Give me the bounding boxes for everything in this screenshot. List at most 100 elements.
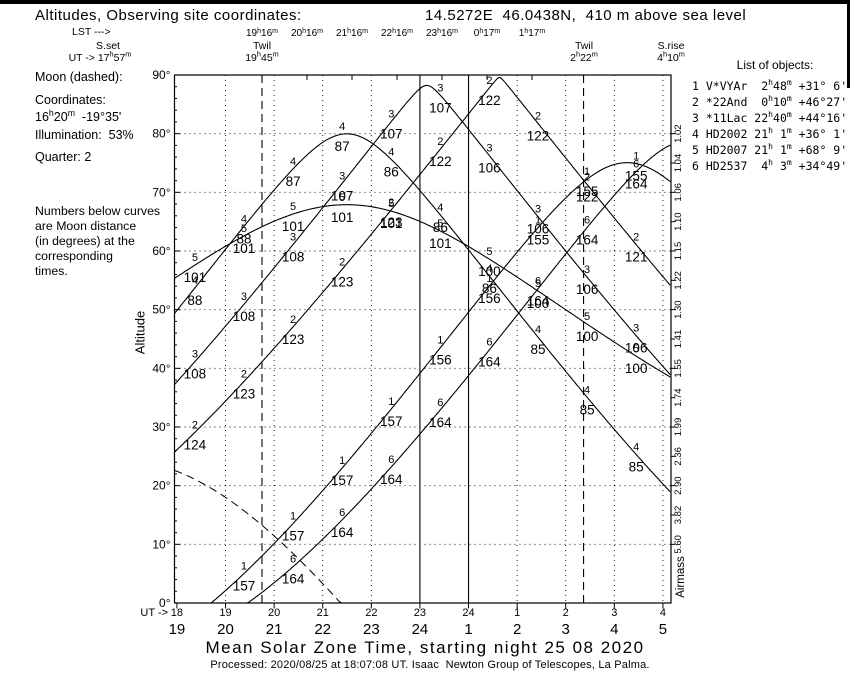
moon-distance-value: 157 — [282, 528, 305, 543]
y-tick-label: 60° — [152, 244, 170, 258]
moon-distance-value: 101 — [331, 210, 354, 225]
object-index-marker-6: 6 — [290, 554, 296, 566]
event-time: 19h45m — [245, 49, 279, 64]
moon-distance-value: 101 — [429, 236, 452, 251]
mst-hour-label: 23 — [363, 621, 380, 638]
mst-hour-label: 20 — [217, 621, 234, 638]
object-index-marker-6: 6 — [633, 159, 639, 171]
object-index-marker-6: 6 — [339, 507, 345, 519]
object-index-marker-2: 2 — [633, 232, 639, 244]
object-index-marker-1: 1 — [633, 151, 639, 163]
altitude-curve-object-5 — [174, 204, 671, 378]
moon-distance-value: 100 — [527, 296, 550, 311]
airmass-value: 1.06 — [673, 183, 684, 202]
object-index-marker-6: 6 — [388, 454, 394, 466]
object-index-marker-5: 5 — [633, 343, 639, 355]
moon-distance-value: 155 — [527, 233, 550, 248]
object-index-marker-4: 4 — [339, 121, 345, 133]
altitude-curve-object-1 — [211, 162, 671, 603]
moon-distance-value: 157 — [233, 578, 256, 593]
object-index-marker-4: 4 — [584, 384, 590, 396]
object-list-row-6: 6 HD2537 4h 3m +34°49' — [692, 158, 848, 173]
processing-footer: Processed: 2020/08/25 at 18:07:08 UT. Is… — [210, 659, 650, 671]
moon-distance-value: 155 — [625, 169, 648, 184]
moon-distance-value: 108 — [184, 367, 207, 382]
object-index-marker-5: 5 — [535, 278, 541, 290]
object-index-marker-2: 2 — [388, 197, 394, 209]
event-label-twil: Twil — [252, 40, 272, 52]
ut-hour-label: 20 — [268, 607, 280, 619]
airmass-value: 2.90 — [673, 476, 684, 495]
object-index-marker-4: 4 — [535, 324, 541, 336]
moon-dashed-label: Moon (dashed): — [35, 70, 123, 84]
object-index-marker-1: 1 — [437, 335, 443, 347]
moon-distance-value: 122 — [478, 93, 501, 108]
moon-distance-value: 107 — [429, 100, 452, 115]
moon-illumination: Illumination: 53% — [35, 128, 134, 142]
y-tick-label: 90° — [152, 68, 170, 82]
mst-hour-label: 24 — [412, 621, 429, 638]
airmass-value: 1.15 — [673, 242, 684, 261]
moon-coordinates-value: 16h20m -19°35' — [35, 107, 122, 124]
page-title: Altitudes, Observing site coordinates: — [35, 7, 302, 24]
event-label-srise: S.rise — [657, 40, 685, 52]
object-index-marker-2: 2 — [486, 75, 492, 87]
moon-coordinates-label: Coordinates: — [35, 93, 106, 107]
object-index-marker-4: 4 — [633, 442, 639, 454]
moon-distance-value: 100 — [625, 361, 648, 376]
moon-distance-value: 164 — [478, 355, 501, 370]
airmass-value: 2.36 — [673, 447, 684, 466]
object-index-marker-5: 5 — [339, 192, 345, 204]
object-index-marker-2: 2 — [535, 110, 541, 122]
object-list-row-3: 3 *11Lac 22h40m +44°16' — [692, 110, 848, 125]
airmass-value: 1.22 — [673, 271, 684, 290]
ut-hour-label: 18 — [171, 607, 183, 619]
object-index-marker-4: 4 — [388, 146, 394, 158]
airmass-value: 1.30 — [673, 300, 684, 319]
mst-hour-label: 22 — [314, 621, 331, 638]
object-index-marker-3: 3 — [241, 291, 247, 303]
lst-tick-label: 0h17m — [474, 28, 501, 39]
moon-distance-value: 108 — [233, 309, 256, 324]
object-index-marker-1: 1 — [241, 560, 247, 572]
moon-distance-value: 164 — [429, 415, 452, 430]
y-tick-label: 20° — [152, 479, 170, 493]
altitude-curve-object-2 — [174, 76, 671, 453]
object-index-marker-4: 4 — [486, 263, 492, 275]
object-index-marker-2: 2 — [192, 419, 198, 431]
object-list-heading: List of objects: — [736, 58, 814, 72]
moon-distance-value: 100 — [576, 329, 599, 344]
moon-distance-value: 157 — [331, 473, 354, 488]
ut-hour-label: 2 — [563, 607, 569, 619]
object-index-marker-2: 2 — [241, 368, 247, 380]
moon-altitude-curve — [174, 469, 342, 603]
moon-distance-value: 122 — [527, 128, 550, 143]
moon-distance-value: 123 — [282, 332, 305, 347]
object-index-marker-6: 6 — [584, 215, 590, 227]
y-tick-label: 40° — [152, 361, 170, 375]
moon-distance-value: 164 — [282, 572, 305, 587]
object-index-marker-4: 4 — [290, 156, 296, 168]
moon-distance-value: 87 — [335, 139, 350, 154]
object-index-marker-5: 5 — [388, 198, 394, 210]
window-right-border — [847, 0, 850, 88]
event-label-sset: S.set — [96, 40, 120, 52]
object-list-row-5: 5 HD2007 21h 1m +68° 9' — [692, 142, 848, 157]
event-time: UT -> 17h57m — [68, 49, 132, 64]
object-list: 1 V*VYAr 2h48m +31° 6' 2 *22And 0h10m +46… — [692, 78, 847, 174]
object-index-marker-2: 2 — [339, 256, 345, 268]
object-index-marker-5: 5 — [290, 201, 296, 213]
lst-tick-label: 1h17m — [519, 28, 546, 39]
object-index-marker-3: 3 — [584, 264, 590, 276]
ut-hour-label: 4 — [660, 607, 666, 619]
mst-hour-label: 1 — [464, 621, 472, 638]
object-index-marker-3: 3 — [290, 232, 296, 244]
ut-hour-label: 3 — [611, 607, 617, 619]
object-list-row-2: 2 *22And 0h10m +46°27' — [692, 94, 848, 109]
object-index-marker-1: 1 — [535, 215, 541, 227]
object-index-marker-3: 3 — [339, 170, 345, 182]
moon-distance-value: 122 — [576, 190, 599, 205]
moon-distance-value: 155 — [576, 184, 599, 199]
moon-distance-value: 106 — [527, 222, 550, 237]
lst-tick-label: 22h16m — [381, 28, 413, 39]
